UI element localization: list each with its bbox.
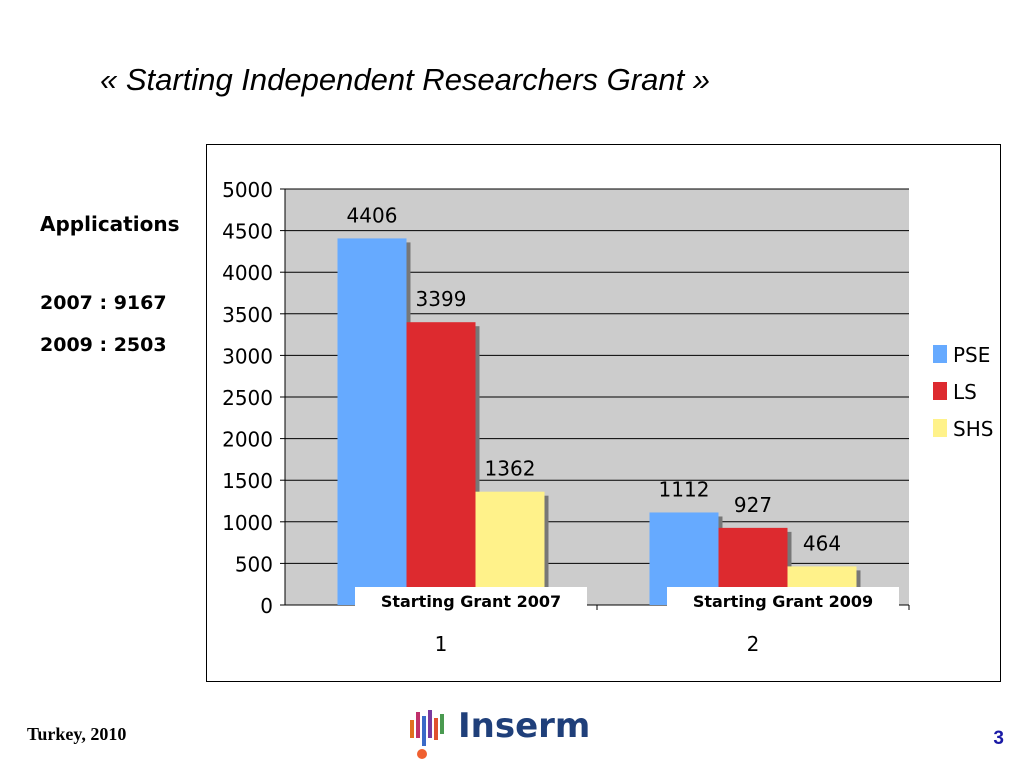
slide-title: « Starting Independent Researchers Grant… <box>100 62 711 97</box>
legend-label: PSE <box>953 343 990 367</box>
category-caption-box <box>667 587 899 613</box>
bar-chart: 0 500 1000 1500 2000 2500 3000 3500 4000 4500 5000… <box>222 178 993 656</box>
y-tick-label: 2500 <box>222 386 273 410</box>
y-tick-label: 3000 <box>222 344 273 368</box>
legend-swatch <box>933 419 947 437</box>
category-caption: Starting Grant 2009 <box>693 592 873 611</box>
data-label: 927 <box>734 493 772 517</box>
inserm-logo: Inserm <box>406 704 606 760</box>
y-tick-label: 4500 <box>222 220 273 244</box>
data-label: 464 <box>803 531 841 555</box>
inserm-logo-mark-icon <box>410 710 444 759</box>
legend-label: SHS <box>953 417 993 441</box>
data-label: 3399 <box>416 287 467 311</box>
bar-shs <box>475 491 545 605</box>
y-tick-label: 1000 <box>222 511 273 535</box>
applications-2009: 2009 : 2503 <box>40 334 167 356</box>
legend-label: LS <box>953 380 977 404</box>
data-label: 4406 <box>347 203 398 227</box>
y-tick-label: 500 <box>235 552 273 576</box>
category-caption-box <box>355 587 587 613</box>
inserm-logo-text: Inserm <box>458 706 591 746</box>
data-label: 1112 <box>659 477 710 501</box>
bar-pse <box>337 238 407 605</box>
data-label: 1362 <box>485 457 536 481</box>
y-tick-label: 1500 <box>222 469 273 493</box>
x-tick-label: 1 <box>435 632 448 656</box>
applications-2007: 2007 : 9167 <box>40 292 167 314</box>
footer-location: Turkey, 2010 <box>27 724 127 744</box>
y-tick-label: 2000 <box>222 428 273 452</box>
chart-frame: 0 500 1000 1500 2000 2500 3000 3500 4000 4500 5000… <box>206 144 1001 682</box>
y-tick-label: 0 <box>260 594 273 618</box>
page-number: 3 <box>993 728 1004 749</box>
legend-swatch <box>933 382 947 400</box>
legend-swatch <box>933 345 947 363</box>
x-tick-label: 2 <box>747 632 760 656</box>
category-caption: Starting Grant 2007 <box>381 592 561 611</box>
y-tick-label: 4000 <box>222 261 273 285</box>
applications-heading: Applications <box>40 212 180 236</box>
y-tick-label: 5000 <box>222 178 273 202</box>
y-tick-label: 3500 <box>222 303 273 327</box>
bar-ls <box>406 322 476 605</box>
